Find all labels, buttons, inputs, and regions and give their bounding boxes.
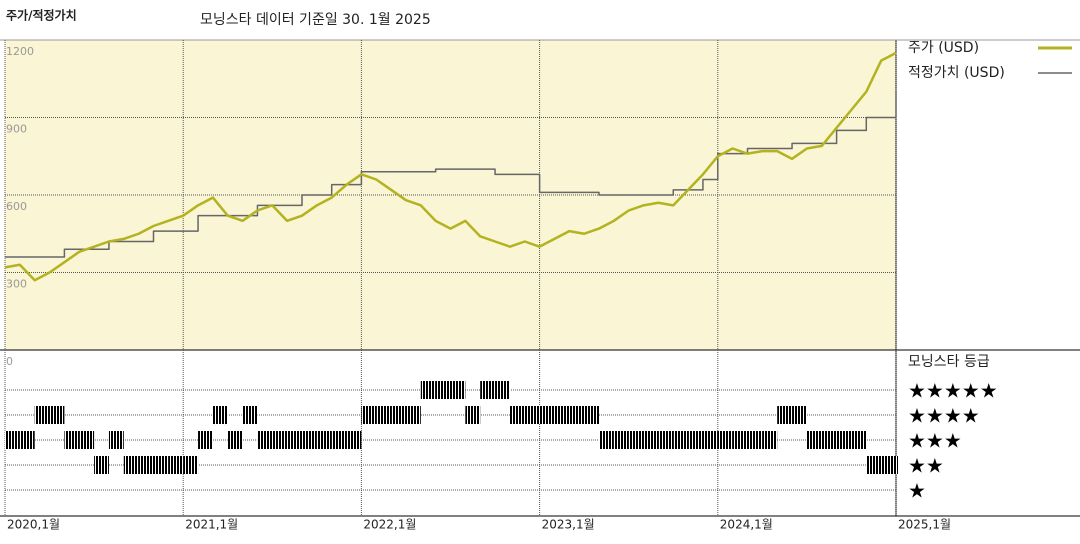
rating-bar (717, 431, 733, 449)
legend-label: 주가 (USD) (908, 40, 979, 56)
y-tick-label: 1200 (6, 45, 34, 58)
rating-bar (584, 406, 599, 424)
rating-label: ★ (908, 479, 926, 503)
series-line (5, 91, 897, 258)
rating-bar (153, 456, 169, 474)
rating-bar (821, 431, 837, 449)
rating-bar (138, 456, 154, 474)
rating-bar (361, 406, 377, 424)
rating-bar (34, 406, 50, 424)
rating-bar (747, 431, 763, 449)
rating-bar (688, 431, 703, 449)
rating-bar (658, 431, 674, 449)
rating-bar (198, 431, 213, 449)
rating-bar (702, 431, 718, 449)
rating-bar (569, 406, 585, 424)
rating-bar (613, 431, 629, 449)
rating-bar (806, 431, 822, 449)
rating-bar (376, 406, 392, 424)
rating-bar (391, 406, 406, 424)
rating-bar (554, 406, 570, 424)
rating-bar (287, 431, 302, 449)
rating-bar (302, 431, 317, 449)
rating-bar (49, 406, 65, 424)
legend-label: 적정가치 (USD) (908, 65, 1005, 81)
rating-bar (405, 406, 421, 424)
rating-bar (465, 406, 481, 424)
rating-bar (227, 431, 243, 449)
rating-bar (5, 431, 20, 449)
rating-bar (836, 431, 852, 449)
rating-bar (866, 456, 882, 474)
rating-title: 모닝스타 등급 (908, 354, 990, 370)
rating-bar (331, 431, 347, 449)
rating-bar (480, 381, 496, 399)
rating-bar (108, 431, 124, 449)
rating-label: ★★ (908, 454, 944, 478)
y-tick-label: 300 (6, 278, 27, 291)
series-line (4, 51, 897, 282)
y-tick-label: 600 (6, 200, 27, 213)
rating-bar (881, 456, 896, 474)
x-tick-label: 2025,1월 (898, 518, 951, 532)
rating-bar (495, 381, 510, 399)
rating-bar (168, 456, 184, 474)
rating-bar (777, 406, 793, 424)
rating-bar (673, 431, 689, 449)
x-tick-label: 2024,1월 (720, 518, 773, 532)
y-tick-label: 900 (6, 123, 27, 136)
y-tick-label: 0 (6, 355, 13, 368)
rating-bar (242, 406, 258, 424)
rating-bar (94, 456, 109, 474)
rating-label: ★★★ (908, 429, 962, 453)
rating-bar (509, 406, 525, 424)
rating-bar (435, 381, 451, 399)
rating-bar (599, 431, 614, 449)
rating-bar (183, 456, 199, 474)
rating-bar (539, 406, 555, 424)
rating-bar (346, 431, 362, 449)
rating-bar (123, 456, 139, 474)
rating-bar (524, 406, 540, 424)
rating-bar (64, 431, 80, 449)
rating-bar (420, 381, 436, 399)
x-tick-label: 2022,1월 (363, 518, 416, 532)
rating-bar (762, 431, 778, 449)
rating-bar (272, 431, 288, 449)
x-tick-label: 2021,1월 (185, 518, 238, 532)
rating-bar (316, 431, 332, 449)
x-tick-label: 2023,1월 (542, 518, 595, 532)
plot-background (5, 40, 896, 350)
rating-bar (212, 406, 228, 424)
corner-title: 주가/적정가치 (6, 8, 77, 23)
rating-label: ★★★★ (908, 404, 980, 428)
rating-bar (896, 456, 898, 474)
rating-bar (792, 406, 807, 424)
rating-bar (851, 431, 867, 449)
chart-title: 모닝스타 데이터 기준일 30. 1월 2025 (200, 12, 431, 28)
x-tick-label: 2020,1월 (7, 518, 60, 532)
rating-bar (643, 431, 659, 449)
rating-bar (19, 431, 35, 449)
rating-bar (450, 381, 466, 399)
rating-bar (257, 431, 273, 449)
rating-label: ★★★★★ (908, 379, 998, 403)
rating-bar (628, 431, 644, 449)
rating-bar (732, 431, 748, 449)
rating-bar (79, 431, 95, 449)
